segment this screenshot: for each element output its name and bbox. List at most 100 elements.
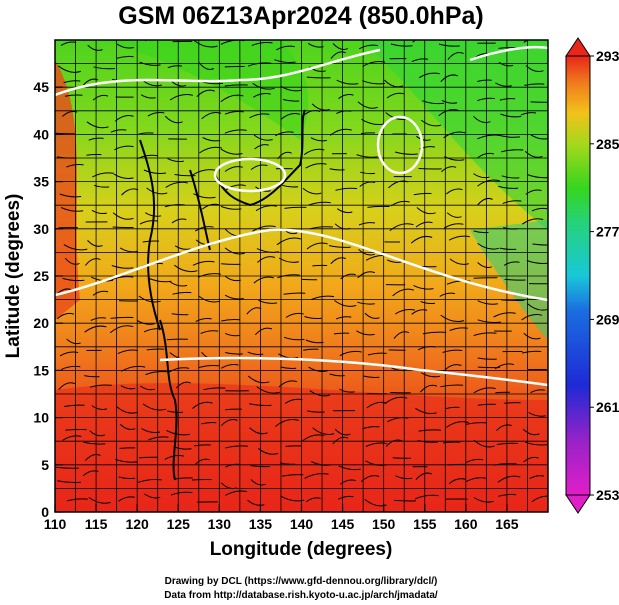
- streamline: [168, 367, 190, 373]
- streamline: [362, 61, 386, 67]
- x-tick-label: 150: [372, 516, 396, 532]
- streamline: [360, 171, 376, 175]
- plot-area: [55, 40, 548, 512]
- streamline: [280, 113, 301, 120]
- streamline: [412, 40, 417, 43]
- streamline: [329, 373, 345, 377]
- streamline: [253, 276, 274, 284]
- streamline: [395, 475, 413, 480]
- streamline: [120, 385, 136, 390]
- streamline: [307, 42, 324, 48]
- streamline: [201, 422, 217, 425]
- streamline: [88, 496, 111, 504]
- streamline: [362, 80, 386, 85]
- streamline: [138, 456, 158, 459]
- streamline: [530, 389, 545, 394]
- streamline: [251, 41, 273, 46]
- streamline: [225, 408, 242, 411]
- streamline: [87, 44, 103, 51]
- streamline: [164, 115, 183, 124]
- streamline: [447, 52, 464, 60]
- streamline: [64, 257, 80, 265]
- streamline: [420, 301, 436, 304]
- streamline: [172, 291, 192, 295]
- streamline: [198, 295, 221, 303]
- streamline: [170, 80, 187, 87]
- streamline: [203, 387, 226, 391]
- streamline: [249, 113, 270, 119]
- streamline: [385, 439, 403, 447]
- streamline: [146, 187, 168, 195]
- streamline: [473, 497, 494, 503]
- streamline: [60, 207, 84, 212]
- streamline: [57, 65, 81, 73]
- streamline: [503, 227, 518, 230]
- streamline: [443, 364, 462, 372]
- streamline: [358, 222, 376, 226]
- streamline: [247, 499, 265, 506]
- streamline: [220, 363, 239, 369]
- streamline: [503, 402, 521, 404]
- streamline: [278, 380, 298, 388]
- streamline: [143, 169, 167, 174]
- streamline: [304, 316, 322, 319]
- streamline: [422, 331, 447, 335]
- streamline: [225, 445, 249, 449]
- streamline: [196, 89, 215, 98]
- streamline: [220, 419, 238, 426]
- streamline: [88, 137, 104, 141]
- streamline: [164, 204, 185, 208]
- streamline: [440, 384, 464, 388]
- streamline: [442, 349, 463, 353]
- y-axis-label: Latitude (degrees): [3, 194, 24, 359]
- streamline: [504, 278, 526, 281]
- streamline: [224, 111, 244, 115]
- streamline: [92, 290, 109, 296]
- streamline: [394, 151, 418, 155]
- streamline: [171, 313, 189, 316]
- streamline: [247, 375, 270, 384]
- streamline: [224, 275, 241, 282]
- streamline: [145, 370, 169, 376]
- streamline: [89, 384, 112, 388]
- streamline: [280, 495, 305, 502]
- x-tick-label: 120: [125, 516, 149, 532]
- streamline: [336, 79, 359, 85]
- streamline: [225, 463, 241, 468]
- streamline: [477, 97, 495, 102]
- streamline: [224, 184, 246, 192]
- streamline: [139, 220, 158, 225]
- colorbar-bottom-arrow: [565, 494, 591, 514]
- streamline: [473, 439, 495, 448]
- streamline: [332, 436, 349, 445]
- streamline: [87, 240, 103, 247]
- streamline: [494, 363, 515, 370]
- x-tick-label: 135: [249, 516, 273, 532]
- streamline: [330, 257, 347, 265]
- streamline: [220, 94, 244, 103]
- streamline: [306, 76, 331, 79]
- streamline: [193, 40, 218, 48]
- streamline: [357, 271, 375, 279]
- streamline: [333, 332, 350, 335]
- streamline: [275, 419, 299, 427]
- streamline: [387, 417, 409, 423]
- colorbar-gradient: [565, 55, 591, 496]
- streamline: [114, 145, 134, 151]
- streamline: [523, 332, 541, 340]
- streamline: [254, 144, 269, 150]
- streamline: [523, 456, 539, 463]
- streamline: [443, 223, 464, 229]
- streamline: [148, 436, 169, 441]
- streamline: [522, 428, 540, 436]
- streamline: [59, 193, 82, 198]
- streamline: [362, 426, 380, 430]
- streamline: [280, 366, 297, 369]
- y-tick-label: 40: [33, 126, 49, 142]
- streamline: [465, 477, 487, 483]
- streamline: [477, 152, 494, 159]
- streamline: [418, 429, 441, 432]
- streamline: [225, 490, 248, 496]
- streamline: [64, 94, 83, 97]
- colorbar-tick-label: 277: [596, 224, 619, 240]
